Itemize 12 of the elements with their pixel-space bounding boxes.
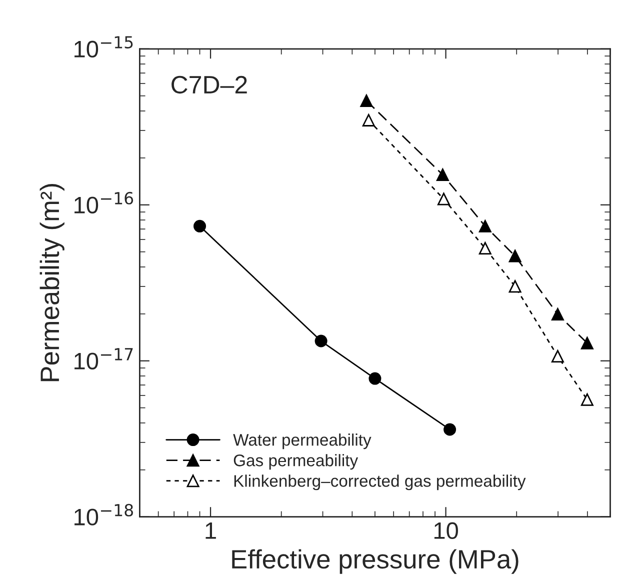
x-axis-title: Effective pressure (MPa): [232, 549, 518, 574]
legend-label: Water permeability: [233, 434, 372, 450]
y-tick-label: 10$^{−15}$: [74, 36, 133, 58]
x-tick-label: 10: [434, 522, 458, 540]
legend-label: Gas permeability: [234, 454, 358, 470]
y-tick-label: 10$^{−17}$: [74, 348, 133, 370]
annotation: C7D–2: [172, 76, 247, 94]
y-tick-label: 10$^{−16}$: [74, 192, 134, 214]
y-tick-label: 10$^{−18}$: [74, 504, 133, 526]
y-axis-title: Permeability (m²): [40, 184, 64, 382]
legend-label: Klinkenberg–corrected gas permeability: [234, 474, 526, 490]
x-tick-label: 1: [206, 522, 216, 539]
